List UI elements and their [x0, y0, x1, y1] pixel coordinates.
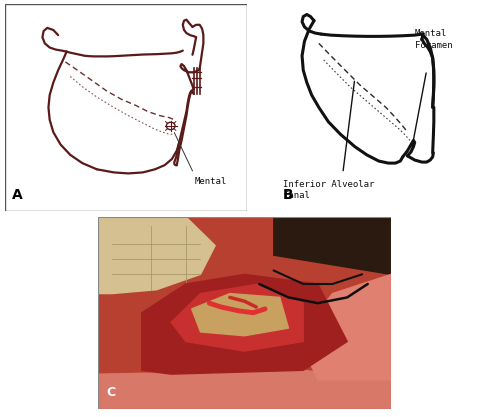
Polygon shape	[171, 284, 303, 351]
Polygon shape	[303, 274, 390, 380]
Polygon shape	[98, 370, 390, 409]
Text: Mental: Mental	[195, 176, 227, 186]
Text: Inferior Alveolar
Canal: Inferior Alveolar Canal	[282, 180, 373, 200]
Polygon shape	[273, 217, 390, 274]
Text: Mental
Foramen: Mental Foramen	[414, 30, 451, 50]
Polygon shape	[191, 294, 288, 336]
Text: B: B	[282, 188, 293, 202]
Polygon shape	[142, 274, 346, 374]
Polygon shape	[98, 217, 215, 294]
Text: C: C	[106, 386, 116, 399]
Text: A: A	[12, 188, 23, 202]
